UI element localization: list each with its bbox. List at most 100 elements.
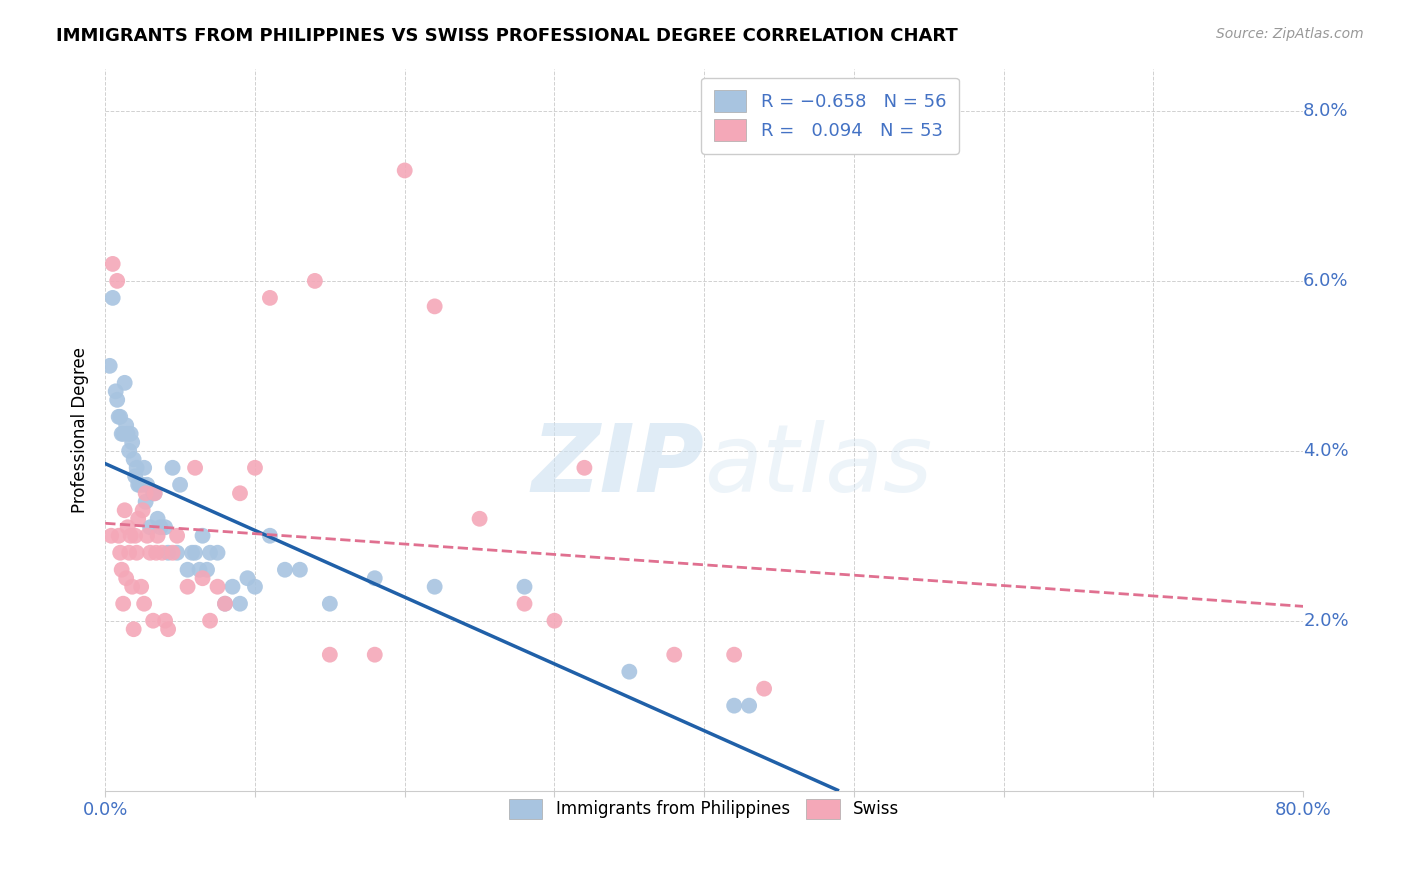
Point bbox=[176, 563, 198, 577]
Point bbox=[214, 597, 236, 611]
Point bbox=[243, 580, 266, 594]
Point bbox=[121, 580, 143, 594]
Point bbox=[364, 648, 387, 662]
Point bbox=[115, 571, 138, 585]
Point bbox=[153, 614, 176, 628]
Point bbox=[146, 512, 169, 526]
Text: atlas: atlas bbox=[704, 420, 932, 511]
Point bbox=[664, 648, 686, 662]
Point bbox=[184, 546, 207, 560]
Point bbox=[513, 597, 536, 611]
Point bbox=[162, 546, 184, 560]
Point bbox=[107, 409, 129, 424]
Point bbox=[166, 546, 188, 560]
Point bbox=[145, 546, 167, 560]
Point bbox=[221, 580, 243, 594]
Point bbox=[181, 546, 204, 560]
Point bbox=[423, 299, 446, 313]
Point bbox=[236, 571, 259, 585]
Point bbox=[125, 460, 148, 475]
Point bbox=[543, 614, 565, 628]
Point bbox=[274, 563, 297, 577]
Point bbox=[723, 648, 745, 662]
Point bbox=[738, 698, 761, 713]
Text: IMMIGRANTS FROM PHILIPPINES VS SWISS PROFESSIONAL DEGREE CORRELATION CHART: IMMIGRANTS FROM PHILIPPINES VS SWISS PRO… bbox=[56, 27, 957, 45]
Point bbox=[134, 597, 156, 611]
Point bbox=[752, 681, 775, 696]
Point bbox=[104, 384, 127, 399]
Point bbox=[198, 546, 221, 560]
Point bbox=[723, 698, 745, 713]
Point bbox=[184, 460, 207, 475]
Point bbox=[229, 486, 252, 500]
Point bbox=[115, 418, 138, 433]
Point bbox=[619, 665, 641, 679]
Point bbox=[229, 597, 252, 611]
Point bbox=[129, 580, 152, 594]
Point bbox=[243, 460, 266, 475]
Point bbox=[101, 291, 124, 305]
Point bbox=[513, 580, 536, 594]
Point bbox=[319, 597, 342, 611]
Point bbox=[121, 435, 143, 450]
Point bbox=[157, 622, 180, 636]
Point bbox=[120, 426, 142, 441]
Point bbox=[150, 546, 173, 560]
Point bbox=[120, 529, 142, 543]
Point bbox=[304, 274, 326, 288]
Point bbox=[135, 495, 157, 509]
Point bbox=[107, 529, 129, 543]
Point bbox=[394, 163, 416, 178]
Point bbox=[423, 580, 446, 594]
Point bbox=[136, 477, 159, 491]
Point bbox=[149, 520, 172, 534]
Point bbox=[131, 477, 153, 491]
Point bbox=[169, 477, 191, 491]
Point bbox=[122, 452, 145, 467]
Text: 6.0%: 6.0% bbox=[1303, 272, 1348, 290]
Point bbox=[124, 469, 146, 483]
Point bbox=[153, 520, 176, 534]
Point bbox=[574, 460, 596, 475]
Point bbox=[98, 359, 121, 373]
Point bbox=[125, 546, 148, 560]
Point bbox=[142, 614, 165, 628]
Text: ZIP: ZIP bbox=[531, 419, 704, 512]
Text: 4.0%: 4.0% bbox=[1303, 442, 1348, 459]
Point bbox=[176, 580, 198, 594]
Point bbox=[117, 426, 139, 441]
Point bbox=[114, 503, 136, 517]
Point bbox=[166, 529, 188, 543]
Point bbox=[468, 512, 491, 526]
Point bbox=[214, 597, 236, 611]
Point bbox=[139, 520, 162, 534]
Point bbox=[207, 546, 229, 560]
Point bbox=[111, 426, 134, 441]
Point bbox=[191, 571, 214, 585]
Point bbox=[112, 426, 135, 441]
Point bbox=[117, 520, 139, 534]
Point bbox=[100, 529, 122, 543]
Point bbox=[142, 486, 165, 500]
Point bbox=[118, 546, 141, 560]
Point bbox=[108, 409, 131, 424]
Text: Source: ZipAtlas.com: Source: ZipAtlas.com bbox=[1216, 27, 1364, 41]
Text: 8.0%: 8.0% bbox=[1303, 102, 1348, 120]
Point bbox=[143, 486, 166, 500]
Point bbox=[127, 512, 149, 526]
Point bbox=[259, 529, 281, 543]
Point bbox=[198, 614, 221, 628]
Legend: Immigrants from Philippines, Swiss: Immigrants from Philippines, Swiss bbox=[502, 792, 905, 826]
Point bbox=[162, 460, 184, 475]
Point bbox=[195, 563, 218, 577]
Point bbox=[111, 563, 134, 577]
Point bbox=[127, 477, 149, 491]
Point bbox=[122, 622, 145, 636]
Point bbox=[112, 597, 135, 611]
Point bbox=[135, 486, 157, 500]
Point bbox=[108, 546, 131, 560]
Point bbox=[207, 580, 229, 594]
Point bbox=[105, 274, 128, 288]
Point bbox=[118, 443, 141, 458]
Point bbox=[105, 392, 128, 407]
